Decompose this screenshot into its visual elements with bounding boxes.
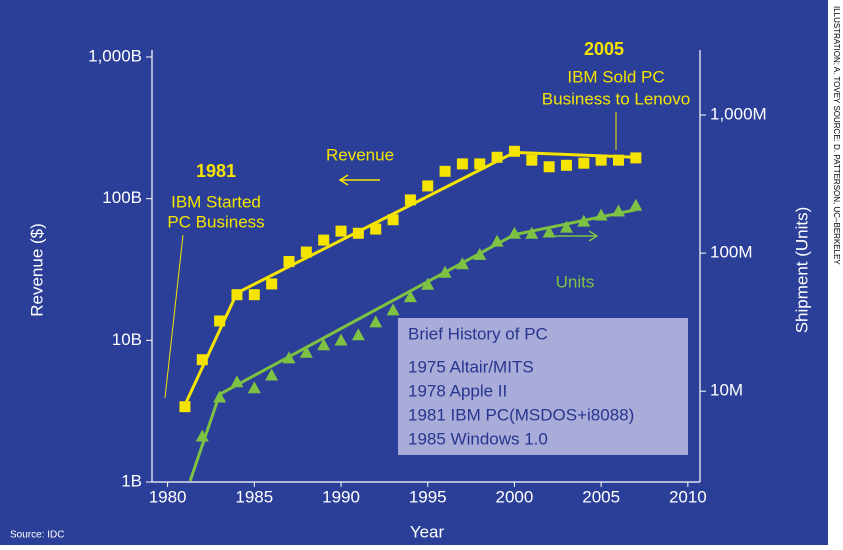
x-tick-label: 1985 <box>235 487 273 506</box>
marker <box>473 247 487 260</box>
marker <box>507 226 521 239</box>
y-tick-label: 10B <box>112 330 142 349</box>
marker <box>335 225 347 237</box>
marker <box>594 208 608 221</box>
marker <box>282 351 296 364</box>
marker <box>231 289 243 301</box>
marker <box>370 223 382 235</box>
marker <box>214 315 226 327</box>
x-tick-label: 1995 <box>409 487 447 506</box>
series-label: Units <box>556 272 595 291</box>
marker <box>403 290 417 303</box>
marker <box>595 154 607 166</box>
marker <box>248 289 260 301</box>
x-tick-label: 1980 <box>149 487 187 506</box>
x-tick-label: 2010 <box>669 487 707 506</box>
marker <box>283 256 295 268</box>
marker <box>404 194 416 206</box>
marker <box>318 234 330 246</box>
marker <box>629 198 643 211</box>
y-axis-title: Revenue ($) <box>27 223 46 317</box>
history-title: Brief History of PC <box>408 324 548 343</box>
marker <box>490 234 504 247</box>
marker <box>630 152 642 164</box>
marker <box>247 381 261 394</box>
y2-axis-title: Shipment (Units) <box>792 207 811 334</box>
annotation-text: IBM Started <box>171 192 261 211</box>
series-label: Revenue <box>326 145 394 164</box>
x-tick-label: 1990 <box>322 487 360 506</box>
marker <box>179 401 191 413</box>
background <box>0 0 828 545</box>
arrow <box>555 230 599 242</box>
credit: ILLUSTRATION: A. TOVEY SOURCE: D. PATTER… <box>832 6 841 265</box>
marker <box>474 158 486 170</box>
marker <box>266 278 278 290</box>
marker <box>334 333 348 346</box>
marker <box>351 328 365 341</box>
marker <box>456 158 468 170</box>
marker <box>542 225 556 238</box>
marker <box>195 429 209 442</box>
x-axis-title: Year <box>410 522 445 541</box>
history-box <box>398 318 688 455</box>
y-tick-label: 1B <box>121 471 142 490</box>
annotation-text: IBM Sold PC <box>567 67 664 86</box>
history-item: 1975 Altair/MITS <box>408 357 534 376</box>
marker <box>299 345 313 358</box>
marker <box>543 161 555 173</box>
marker <box>422 180 434 192</box>
marker <box>317 338 331 351</box>
x-tick-label: 2005 <box>582 487 620 506</box>
marker <box>386 303 400 316</box>
leader-line <box>164 234 184 399</box>
marker <box>196 354 208 366</box>
source: Source: IDC <box>10 530 64 541</box>
y2-tick-label: 1,000M <box>710 104 767 123</box>
marker <box>455 257 469 270</box>
marker <box>439 165 451 177</box>
history-item: 1985 Windows 1.0 <box>408 429 548 448</box>
marker <box>369 315 383 328</box>
marker <box>230 375 244 388</box>
marker <box>352 227 364 239</box>
marker <box>560 159 572 171</box>
y-tick-label: 100B <box>102 188 142 207</box>
y-tick-label: 1,000B <box>88 46 142 65</box>
annotation-text: Business to Lenovo <box>542 89 690 108</box>
marker <box>438 265 452 278</box>
credit-strip <box>828 0 843 545</box>
marker <box>526 154 538 166</box>
marker <box>421 277 435 290</box>
y2-tick-label: 10M <box>710 381 743 400</box>
y2-tick-label: 100M <box>710 243 753 262</box>
axes <box>151 50 701 483</box>
marker <box>508 145 520 157</box>
marker <box>577 214 591 227</box>
annotation-year: 1981 <box>196 161 236 181</box>
x-tick-label: 2000 <box>496 487 534 506</box>
marker <box>559 220 573 233</box>
marker <box>387 214 399 226</box>
marker <box>611 204 625 217</box>
marker <box>300 246 312 258</box>
marker <box>612 154 624 166</box>
marker <box>265 368 279 381</box>
history-item: 1978 Apple II <box>408 381 507 400</box>
marker <box>491 151 503 163</box>
annotation-text: PC Business <box>167 212 264 231</box>
trend-line <box>183 150 636 406</box>
arrow <box>338 174 380 186</box>
marker <box>578 157 590 169</box>
marker <box>525 226 539 239</box>
history-item: 1981 IBM PC(MSDOS+i8088) <box>408 405 634 424</box>
marker <box>213 390 227 403</box>
annotation-year: 2005 <box>584 39 624 59</box>
